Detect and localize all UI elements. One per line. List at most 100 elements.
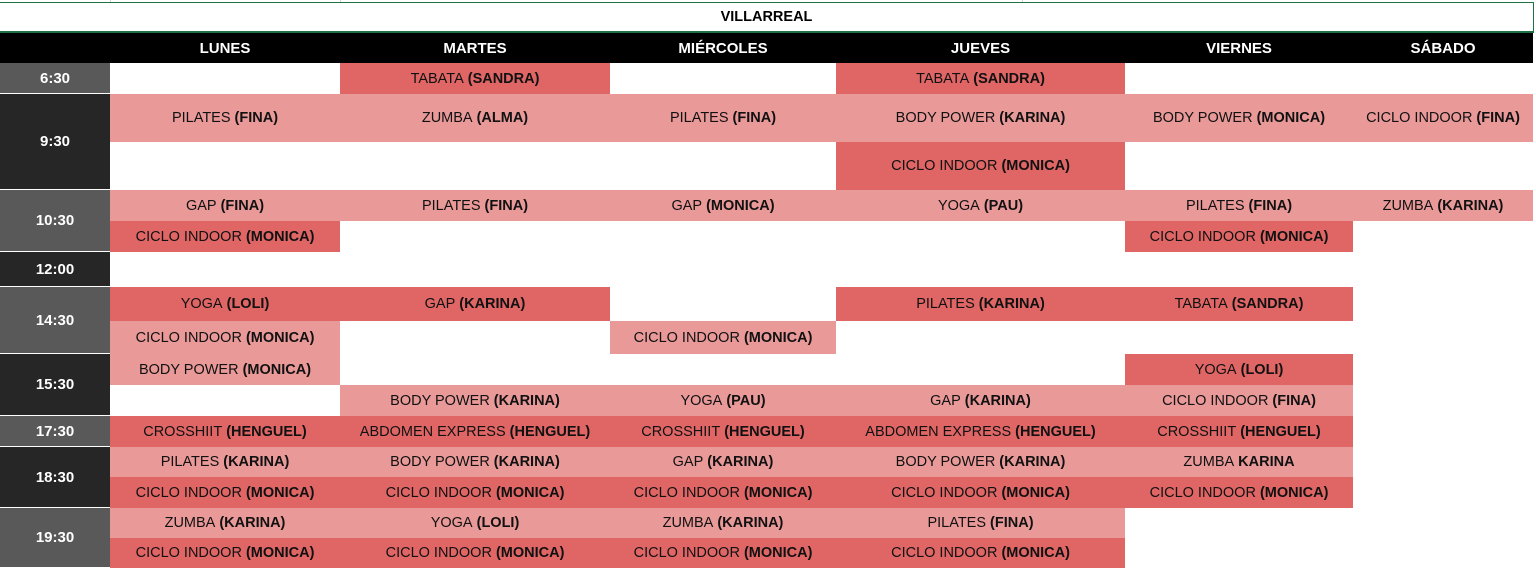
time-cell[interactable]: 6:30 [0, 63, 110, 94]
time-cell[interactable]: 12:00 [0, 252, 110, 287]
instructor-name: (HENGUEL) [724, 423, 805, 440]
time-cell[interactable]: 15:30 [0, 354, 110, 416]
class-cell[interactable]: TABATA (SANDRA) [836, 63, 1125, 94]
class-cell[interactable]: CICLO INDOOR (MONICA) [610, 538, 836, 568]
class-name: PILATES [927, 515, 987, 531]
instructor-name: (ALMA) [476, 110, 529, 126]
instructor-name: (LOLI) [1240, 361, 1284, 378]
class-name: TABATA [1174, 296, 1228, 312]
class-name: BODY POWER [895, 454, 996, 470]
instructor-name: (MONICA) [245, 329, 315, 346]
class-cell[interactable]: ZUMBA (KARINA) [1353, 190, 1533, 221]
instructor-name: KARINA [1238, 454, 1295, 470]
day-header-2[interactable]: MIÉRCOLES [610, 33, 836, 63]
class-cell[interactable]: CICLO INDOOR (MONICA) [110, 538, 340, 568]
class-cell[interactable]: BODY POWER (MONICA) [1125, 94, 1353, 142]
class-name: GAP [185, 197, 217, 214]
class-cell[interactable]: GAP (FINA) [110, 190, 340, 221]
instructor-name: (FINA) [234, 110, 279, 126]
class-cell[interactable]: PILATES (FINA) [836, 508, 1125, 538]
class-cell[interactable]: CICLO INDOOR (MONICA) [110, 221, 340, 252]
instructor-name: (MONICA) [1001, 158, 1070, 174]
class-cell[interactable]: CICLO INDOOR (FINA) [1125, 385, 1353, 416]
instructor-name: (FINA) [1476, 110, 1520, 126]
time-cell[interactable]: 10:30 [0, 190, 110, 252]
class-cell[interactable]: GAP (KARINA) [340, 287, 610, 321]
day-header-5[interactable]: SÁBADO [1353, 33, 1533, 63]
class-cell[interactable]: CICLO INDOOR (MONICA) [340, 538, 610, 568]
class-name: PILATES [171, 110, 231, 126]
class-cell[interactable]: BODY POWER (MONICA) [110, 354, 340, 385]
class-cell[interactable]: CICLO INDOOR (MONICA) [110, 321, 340, 354]
class-cell[interactable]: YOGA (PAU) [836, 190, 1125, 221]
class-cell[interactable]: YOGA (PAU) [610, 385, 836, 416]
class-cell[interactable]: YOGA (LOLI) [110, 287, 340, 321]
class-cell[interactable]: CICLO INDOOR (MONICA) [1125, 221, 1353, 252]
day-header-4[interactable]: VIERNES [1125, 33, 1353, 63]
class-cell[interactable]: BODY POWER (KARINA) [836, 94, 1125, 142]
gridline [1022, 0, 1023, 3]
class-cell[interactable]: PILATES (KARINA) [836, 287, 1125, 321]
class-cell[interactable]: YOGA (LOLI) [1125, 354, 1353, 385]
class-cell[interactable]: PILATES (FINA) [1125, 190, 1353, 221]
class-cell[interactable]: TABATA (SANDRA) [1125, 287, 1353, 321]
class-cell[interactable]: CROSSHIIT (HENGUEL) [610, 416, 836, 447]
class-name: YOGA [430, 515, 473, 531]
class-cell[interactable]: ABDOMEN EXPRESS (HENGUEL) [340, 416, 610, 447]
class-name: CICLO INDOOR [891, 545, 998, 561]
day-header-3[interactable]: JUEVES [836, 33, 1125, 63]
time-cell[interactable]: 17:30 [0, 416, 110, 447]
class-cell[interactable]: GAP (KARINA) [836, 385, 1125, 416]
instructor-name: (MONICA) [245, 228, 315, 245]
time-cell[interactable]: 19:30 [0, 508, 110, 568]
class-cell[interactable]: CICLO INDOOR (MONICA) [610, 477, 836, 508]
instructor-name: (FINA) [732, 110, 777, 126]
instructor-name: (KARINA) [707, 454, 774, 470]
class-cell[interactable]: YOGA (LOLI) [340, 508, 610, 538]
class-cell[interactable]: CICLO INDOOR (FINA) [1353, 94, 1533, 142]
class-cell[interactable]: TABATA (SANDRA) [340, 63, 610, 94]
instructor-name: (KARINA) [717, 515, 784, 531]
class-cell[interactable]: BODY POWER (KARINA) [836, 447, 1125, 477]
class-cell[interactable]: ZUMBA KARINA [1125, 447, 1353, 477]
class-cell[interactable]: CICLO INDOOR (MONICA) [110, 477, 340, 508]
day-header-1[interactable]: MARTES [340, 33, 610, 63]
class-cell[interactable]: PILATES (FINA) [110, 94, 340, 142]
class-cell[interactable]: BODY POWER (KARINA) [340, 447, 610, 477]
class-cell[interactable]: CICLO INDOOR (MONICA) [836, 477, 1125, 508]
class-name: CICLO INDOOR [385, 545, 492, 561]
class-cell[interactable]: ZUMBA (KARINA) [110, 508, 340, 538]
time-cell[interactable]: 18:30 [0, 447, 110, 508]
time-cell[interactable]: 14:30 [0, 287, 110, 354]
class-cell[interactable]: PILATES (FINA) [610, 94, 836, 142]
class-cell[interactable]: ABDOMEN EXPRESS (HENGUEL) [836, 416, 1125, 447]
sheet-title[interactable]: VILLARREAL [0, 2, 1534, 33]
instructor-name: (KARINA) [999, 454, 1066, 470]
class-cell[interactable]: CICLO INDOOR (MONICA) [836, 538, 1125, 568]
instructor-name: (KARINA) [964, 392, 1031, 409]
class-cell[interactable]: GAP (KARINA) [610, 447, 836, 477]
class-name: CROSSHIIT [641, 423, 721, 440]
class-cell[interactable]: PILATES (KARINA) [110, 447, 340, 477]
instructor-name: (MONICA) [1001, 484, 1070, 501]
day-header-0[interactable]: LUNES [110, 33, 340, 63]
class-cell[interactable]: ZUMBA (KARINA) [610, 508, 836, 538]
class-cell[interactable]: CICLO INDOOR (MONICA) [836, 142, 1125, 190]
instructor-name: (HENGUEL) [1015, 423, 1096, 440]
class-cell[interactable]: ZUMBA (ALMA) [340, 94, 610, 142]
class-cell[interactable]: CICLO INDOOR (MONICA) [1125, 477, 1353, 508]
class-cell[interactable]: CICLO INDOOR (MONICA) [610, 321, 836, 354]
class-cell[interactable]: BODY POWER (KARINA) [340, 385, 610, 416]
instructor-name: (MONICA) [743, 329, 813, 346]
class-cell[interactable]: GAP (MONICA) [610, 190, 836, 221]
gridline [110, 0, 111, 3]
time-cell[interactable]: 9:30 [0, 94, 110, 190]
class-name: BODY POWER [1152, 110, 1253, 126]
class-name: CICLO INDOOR [633, 545, 740, 561]
instructor-name: (MONICA) [706, 197, 775, 214]
class-cell[interactable]: CROSSHIIT (HENGUEL) [110, 416, 340, 447]
class-cell[interactable]: CICLO INDOOR (MONICA) [340, 477, 610, 508]
class-cell[interactable]: CROSSHIIT (HENGUEL) [1125, 416, 1353, 447]
instructor-name: (FINA) [990, 515, 1034, 531]
class-cell[interactable]: PILATES (FINA) [340, 190, 610, 221]
